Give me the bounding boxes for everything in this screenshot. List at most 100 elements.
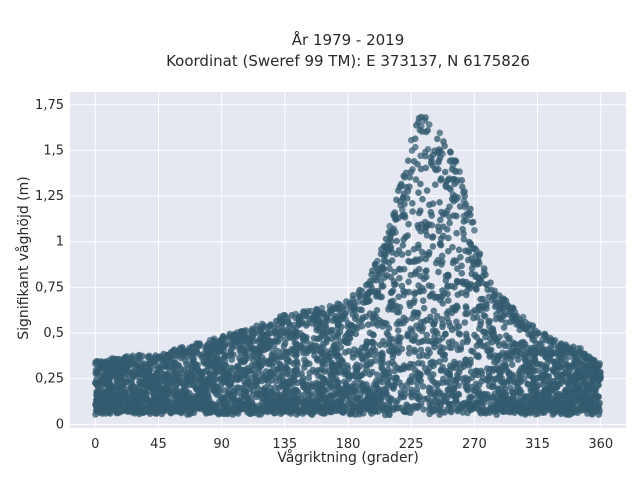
data-point	[208, 408, 216, 416]
x-tick-label: 0	[91, 437, 99, 452]
data-point	[506, 334, 513, 342]
data-point	[358, 287, 366, 295]
data-point	[231, 333, 238, 340]
data-point	[400, 365, 407, 373]
data-point	[435, 268, 442, 276]
data-point	[112, 382, 119, 390]
data-point	[463, 281, 471, 289]
data-point	[427, 154, 434, 161]
data-point	[409, 200, 416, 207]
data-point	[407, 271, 415, 279]
data-point	[293, 341, 300, 348]
data-point	[377, 359, 385, 367]
data-point	[419, 383, 427, 390]
data-point	[372, 276, 380, 284]
x-tick-label: 225	[399, 437, 424, 452]
data-point	[488, 394, 495, 402]
data-point	[391, 361, 398, 369]
data-point	[241, 392, 248, 400]
data-point	[453, 229, 460, 237]
data-point	[439, 323, 446, 331]
data-point	[404, 232, 412, 239]
data-point	[424, 395, 431, 402]
x-tick-label: 180	[336, 437, 361, 452]
data-point	[510, 398, 518, 406]
data-point	[214, 391, 221, 399]
data-point	[129, 352, 137, 360]
data-point	[514, 382, 521, 390]
data-point	[396, 274, 403, 282]
data-point	[204, 344, 211, 351]
data-point	[100, 405, 108, 413]
data-point	[410, 310, 418, 318]
data-point	[426, 406, 434, 413]
data-point	[206, 363, 214, 371]
data-point	[460, 235, 468, 243]
data-point	[423, 331, 431, 339]
data-point	[478, 378, 485, 385]
data-point	[424, 127, 432, 134]
data-point	[519, 397, 527, 405]
data-point	[565, 407, 572, 415]
data-point	[468, 383, 476, 391]
data-point	[254, 337, 262, 345]
data-point	[418, 360, 426, 367]
data-point	[123, 405, 130, 413]
data-point	[293, 328, 300, 336]
data-point	[248, 402, 256, 409]
data-point	[374, 371, 381, 379]
data-point	[397, 394, 405, 401]
data-point	[369, 331, 377, 338]
data-point	[145, 405, 153, 413]
data-point	[408, 393, 416, 401]
data-point	[472, 367, 480, 375]
data-point	[446, 371, 453, 379]
data-point	[352, 368, 360, 375]
data-point	[300, 336, 308, 344]
data-point	[589, 392, 597, 400]
x-tick-label: 90	[213, 437, 230, 452]
data-point	[414, 395, 422, 403]
data-point	[356, 410, 363, 418]
data-point	[463, 288, 470, 295]
data-point	[337, 338, 345, 345]
data-point	[306, 360, 313, 368]
data-point	[391, 268, 399, 276]
data-point	[466, 404, 474, 412]
data-point	[522, 368, 530, 376]
data-point	[406, 174, 414, 181]
data-point	[404, 157, 412, 164]
data-point	[428, 291, 435, 299]
data-point	[462, 356, 470, 364]
data-point	[551, 336, 559, 344]
data-point	[470, 218, 477, 226]
data-point	[320, 310, 327, 318]
data-point	[366, 310, 374, 317]
data-point	[504, 378, 511, 386]
data-point	[428, 283, 435, 290]
data-point	[256, 330, 263, 338]
data-point	[385, 400, 393, 407]
data-point	[448, 309, 456, 317]
data-point	[382, 245, 390, 252]
data-point	[445, 175, 453, 182]
data-point	[228, 356, 235, 364]
data-point	[382, 341, 389, 349]
data-point	[446, 148, 454, 155]
data-point	[425, 220, 432, 228]
data-point	[445, 379, 453, 386]
data-point	[462, 310, 469, 318]
data-point	[327, 399, 335, 407]
data-point	[478, 342, 485, 349]
data-point	[557, 374, 565, 381]
data-point	[288, 388, 296, 396]
data-point	[433, 394, 440, 402]
data-point	[351, 395, 359, 403]
data-point	[204, 392, 212, 400]
data-point	[453, 324, 460, 332]
data-point	[383, 320, 390, 328]
data-point	[258, 323, 266, 331]
data-point	[272, 403, 279, 411]
data-point	[374, 257, 381, 265]
data-point	[543, 394, 551, 401]
